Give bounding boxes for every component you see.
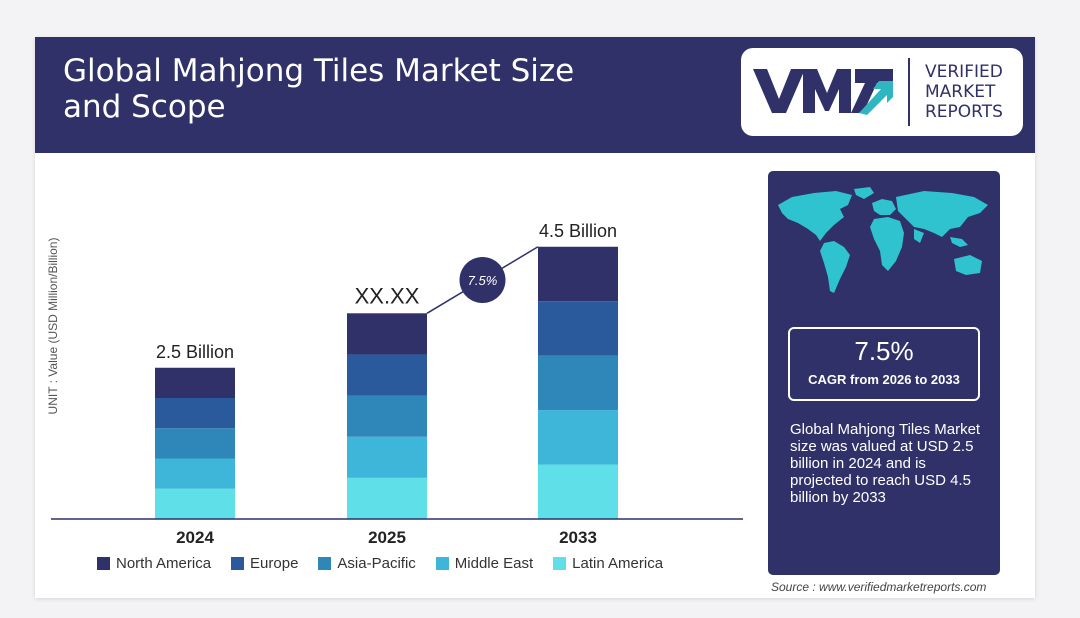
bar-segment bbox=[155, 398, 235, 429]
logo-word-3: REPORTS bbox=[925, 102, 1003, 122]
legend-swatch bbox=[231, 556, 245, 570]
chart-legend: North America Europe Asia-Pacific Middle Ea… bbox=[97, 553, 683, 573]
x-tick-label: 2025 bbox=[368, 528, 406, 547]
bar-segment bbox=[347, 313, 427, 355]
bar-segment bbox=[347, 477, 427, 519]
legend-swatch bbox=[435, 556, 449, 570]
bar-segment bbox=[538, 246, 618, 302]
summary-panel: 7.5% CAGR from 2026 to 2033 Global Mahjo… bbox=[768, 171, 1000, 575]
legend-item: Europe bbox=[231, 555, 298, 572]
market-summary-text: Global Mahjong Tiles Market size was val… bbox=[790, 421, 981, 506]
infographic-card: Global Mahjong Tiles Market Size and Sco… bbox=[35, 37, 1035, 598]
bar-segment bbox=[155, 488, 235, 519]
header-banner: Global Mahjong Tiles Market Size and Sco… bbox=[35, 37, 1035, 153]
cagr-value: 7.5% bbox=[854, 336, 914, 366]
legend-item: North America bbox=[97, 555, 211, 572]
legend-item: Asia-Pacific bbox=[318, 554, 416, 572]
bar-segment bbox=[155, 458, 235, 489]
y-axis-label: UNIT : Value (USD Million/Billion) bbox=[46, 237, 60, 415]
bar-segment bbox=[538, 464, 618, 519]
cagr-box: 7.5% CAGR from 2026 to 2033 bbox=[788, 327, 980, 401]
vmr-logo-mark-icon bbox=[753, 69, 893, 115]
vmr-logo: VERIFIED MARKET REPORTS bbox=[741, 48, 1023, 136]
cagr-bubble-label: 7.5% bbox=[468, 273, 498, 288]
bar-value-label: 4.5 Billion bbox=[539, 221, 617, 241]
legend-item: Middle East bbox=[435, 554, 534, 572]
bar-segment bbox=[155, 367, 235, 398]
legend-swatch bbox=[97, 556, 110, 570]
legend-label: Latin America bbox=[572, 554, 664, 572]
bar-segment bbox=[347, 436, 427, 478]
bar-segment bbox=[347, 395, 427, 437]
cagr-label: CAGR from 2026 to 2033 bbox=[808, 372, 960, 387]
legend-label: North America bbox=[116, 554, 212, 572]
stacked-bar-chart: 2.5 Billion 2024 XX.XX 2025 4.5 Billion 2033 7… bbox=[51, 221, 743, 547]
logo-divider bbox=[908, 58, 910, 126]
legend-label: Europe bbox=[250, 554, 299, 572]
x-tick-label: 2024 bbox=[176, 528, 214, 547]
world-map-icon bbox=[778, 187, 988, 293]
source-credit: Source : www.verifiedmarketreports.com bbox=[771, 580, 987, 594]
x-tick-label: 2033 bbox=[559, 528, 597, 547]
legend-item: Latin America bbox=[553, 555, 663, 572]
page-title: Global Mahjong Tiles Market Size and Sco… bbox=[63, 53, 575, 125]
bar-segment bbox=[155, 428, 235, 459]
legend-swatch bbox=[553, 556, 567, 570]
cagr-bubble bbox=[459, 257, 506, 304]
bar-segment bbox=[538, 410, 618, 465]
legend-swatch bbox=[318, 556, 332, 570]
bar-segment bbox=[538, 355, 618, 411]
bar-segment bbox=[347, 354, 427, 396]
logo-word-1: VERIFIED bbox=[925, 62, 1003, 82]
bar-value-label: XX.XX bbox=[355, 283, 420, 308]
logo-word-2: MARKET bbox=[925, 82, 996, 102]
bar-value-label: 2.5 Billion bbox=[156, 342, 234, 362]
legend-label: Asia-Pacific bbox=[337, 554, 416, 572]
bar-segment bbox=[538, 301, 618, 356]
logo-wordmark: VERIFIED MARKET REPORTS bbox=[925, 62, 1021, 122]
legend-label: Middle East bbox=[454, 554, 534, 572]
